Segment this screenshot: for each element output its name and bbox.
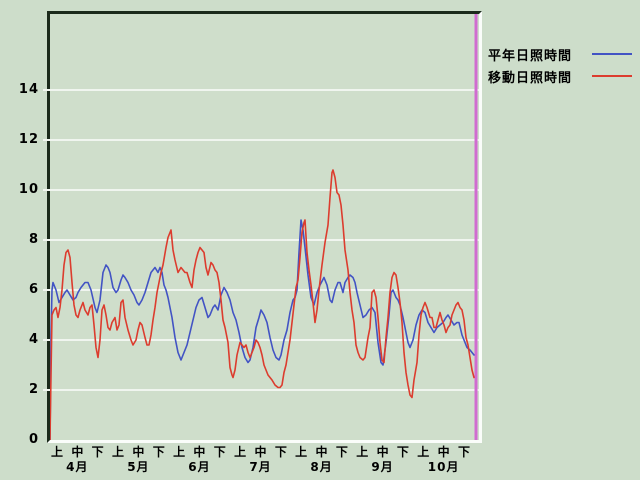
plot-canvas [50,14,479,440]
legend-row-normal: 平年日照時間 [483,42,639,64]
x-tick-label-上: 上 [295,445,308,459]
y-axis-tick-2 [43,389,50,391]
y-axis-tick-6 [43,289,50,291]
x-tick-label-下: 下 [335,445,348,459]
y-axis-tick-12 [43,139,50,141]
normal-sunshine-line [50,219,475,440]
legend-row-moving: 移動日照時間 [483,64,639,86]
month-label-9月: 9月 [371,460,394,474]
moving-sunshine-line [50,169,475,440]
month-label-6月: 6月 [188,460,211,474]
x-tick-label-中: 中 [376,445,389,459]
x-tick-label-上: 上 [173,445,186,459]
x-tick-label-下: 下 [152,445,165,459]
y-axis-label-14: 14 [18,82,39,97]
y-axis-tick-14 [43,89,50,91]
legend-label-moving-sunshine: 移動日照時間 [488,71,573,86]
x-tick-label-上: 上 [356,445,369,459]
month-label-5月: 5月 [127,460,150,474]
x-tick-label-中: 中 [132,445,145,459]
y-axis-tick-8 [43,239,50,241]
x-tick-label-下: 下 [457,445,471,459]
x-tick-label-下: 下 [91,445,104,459]
x-tick-label-中: 中 [437,445,450,459]
y-axis-label-6: 6 [28,282,39,297]
x-tick-label-下: 下 [213,445,226,459]
y-axis-tick-10 [43,189,50,191]
x-tick-label-中: 中 [315,445,328,459]
x-tick-label-上: 上 [417,445,430,459]
y-axis-label-12: 12 [18,132,39,147]
x-tick-label-下: 下 [396,445,409,459]
x-tick-label-下: 下 [274,445,287,459]
x-tick-label-上: 上 [112,445,125,459]
x-tick-label-上: 上 [234,445,247,459]
y-axis-label-8: 8 [28,232,39,247]
x-tick-label-中: 中 [193,445,206,459]
plot-area[interactable] [47,11,482,443]
legend-line-moving-sunshine [592,75,632,77]
y-axis-label-2: 2 [28,382,39,397]
x-tick-label-上: 上 [50,445,64,459]
x-tick-label-中: 中 [254,445,267,459]
legend-line-normal-sunshine [592,53,632,55]
month-label-4月: 4月 [66,460,89,474]
y-axis-label-10: 10 [18,182,39,197]
legend: 平年日照時間 移動日照時間 [483,42,639,86]
y-axis-tick-4 [43,339,50,341]
month-label-7月: 7月 [249,460,272,474]
month-label-8月: 8月 [310,460,333,474]
month-label-10月: 10月 [427,460,460,474]
legend-label-normal-sunshine: 平年日照時間 [488,49,573,64]
y-axis-label-4: 4 [28,332,39,347]
x-tick-label-中: 中 [71,445,84,459]
y-axis-label-0: 0 [28,432,39,447]
